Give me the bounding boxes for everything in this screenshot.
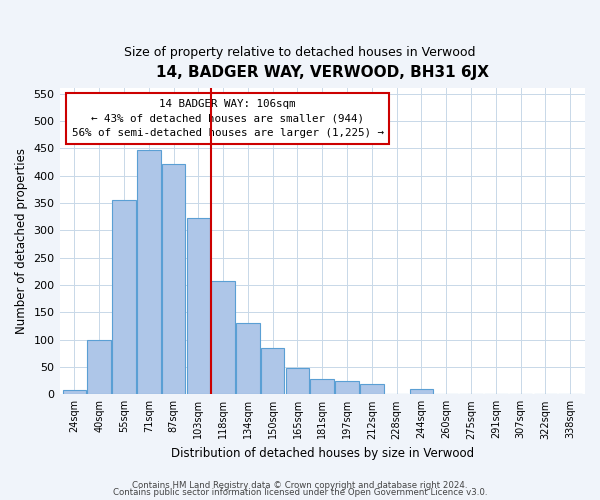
Bar bbox=[162, 164, 185, 394]
Text: 14 BADGER WAY: 106sqm
← 43% of detached houses are smaller (944)
56% of semi-det: 14 BADGER WAY: 106sqm ← 43% of detached … bbox=[71, 99, 383, 138]
Text: Contains public sector information licensed under the Open Government Licence v3: Contains public sector information licen… bbox=[113, 488, 487, 497]
Bar bbox=[137, 150, 161, 394]
X-axis label: Distribution of detached houses by size in Verwood: Distribution of detached houses by size … bbox=[171, 447, 474, 460]
Text: Contains HM Land Registry data © Crown copyright and database right 2024.: Contains HM Land Registry data © Crown c… bbox=[132, 480, 468, 490]
Bar bbox=[410, 389, 433, 394]
Bar bbox=[261, 348, 284, 395]
Bar bbox=[88, 340, 111, 394]
Text: Size of property relative to detached houses in Verwood: Size of property relative to detached ho… bbox=[124, 46, 476, 59]
Bar bbox=[335, 380, 359, 394]
Bar bbox=[236, 323, 260, 394]
Bar bbox=[211, 281, 235, 394]
Title: 14, BADGER WAY, VERWOOD, BH31 6JX: 14, BADGER WAY, VERWOOD, BH31 6JX bbox=[156, 65, 489, 80]
Bar bbox=[310, 379, 334, 394]
Bar bbox=[187, 218, 210, 394]
Bar bbox=[360, 384, 383, 394]
Y-axis label: Number of detached properties: Number of detached properties bbox=[15, 148, 28, 334]
Bar bbox=[286, 368, 309, 394]
Bar bbox=[112, 200, 136, 394]
Bar bbox=[62, 390, 86, 394]
